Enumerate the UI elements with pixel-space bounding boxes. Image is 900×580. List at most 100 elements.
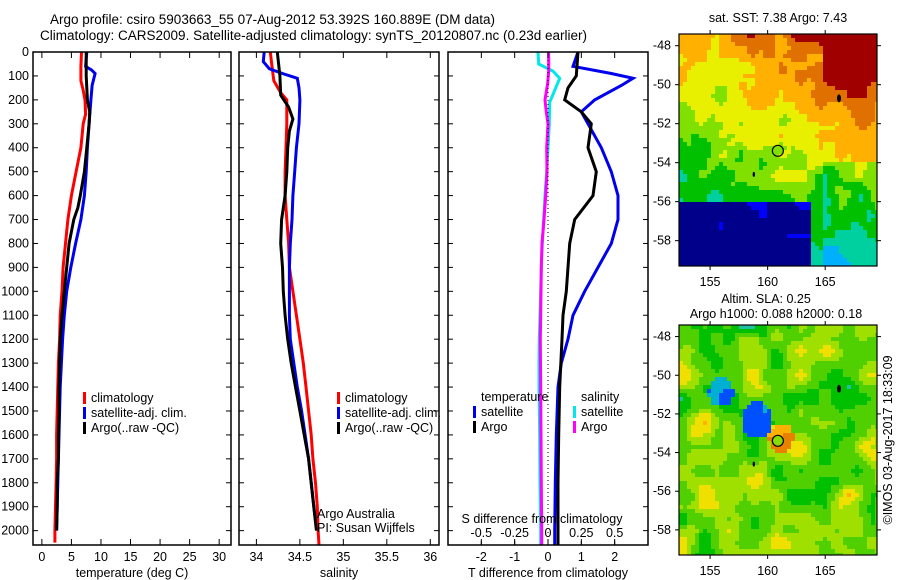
sst-map-ytick-label: -56 <box>653 195 671 209</box>
depth-tick-label: 1000 <box>1 284 29 298</box>
salinity-xtick-label: 34 <box>249 550 263 564</box>
temperature-xtick-label: 5 <box>68 550 75 564</box>
sst-map-raster <box>679 34 877 266</box>
sst-map-xtick-label: 155 <box>700 275 721 289</box>
depth-tick-label: 400 <box>8 141 29 155</box>
sst-map-xtick-label: 165 <box>815 275 836 289</box>
sla-map-subtitle: Argo h1000: 0.088 h2000: 0.18 <box>690 307 862 321</box>
salinity-xlabel: salinity <box>320 566 359 580</box>
depth-tick-label: 600 <box>8 189 29 203</box>
temperature-xtick-label: 30 <box>212 550 226 564</box>
differences-xtick-label: -1 <box>509 550 520 564</box>
depth-tick-label: 1800 <box>1 476 29 490</box>
sst-map-ytick-label: -52 <box>653 117 671 131</box>
temperature-panel <box>32 51 232 546</box>
differences-xtick-label: 2 <box>611 550 618 564</box>
temperature-xtick-label: 15 <box>124 550 138 564</box>
sla-map-frame <box>678 324 878 556</box>
depth-tick-label: 200 <box>8 93 29 107</box>
sst-map-ytick-label: -58 <box>653 234 671 248</box>
sla-map-xtick-label: 165 <box>815 564 836 578</box>
depth-tick-label: 100 <box>8 69 29 83</box>
differences-xtick-label: 0 <box>545 550 552 564</box>
island-marker <box>837 384 842 393</box>
depth-tick-label: 1200 <box>1 332 29 346</box>
diff-legend-label: satellite <box>581 405 623 419</box>
temperature-legend-swatch <box>83 392 86 404</box>
depth-tick-label: 1900 <box>1 500 29 514</box>
temperature-legend-label: climatology <box>91 391 154 405</box>
diff-legend-label: satellite <box>481 405 523 419</box>
sla-map-ytick-label: -50 <box>653 368 671 382</box>
differences-xtick-label: -2 <box>476 550 487 564</box>
depth-tick-label: 900 <box>8 260 29 274</box>
differences-xlabel: T difference from climatology <box>468 566 629 580</box>
depth-tick-label: 2000 <box>1 524 29 538</box>
sla-map-ytick-label: -54 <box>653 446 671 460</box>
salinity-xtick-label: 35.5 <box>375 550 399 564</box>
diff-legend-swatch <box>573 406 576 418</box>
salinity-xtick-label: 36 <box>423 550 437 564</box>
temperature-series-climatology <box>53 51 88 543</box>
plot-title: Argo profile: csiro 5903663_55 07-Aug-20… <box>50 12 496 27</box>
differences-panel <box>447 51 649 546</box>
salinity-legend-label: Argo(..raw -QC) <box>345 421 433 435</box>
sst-map-ytick-label: -48 <box>653 39 671 53</box>
depth-tick-label: 1400 <box>1 380 29 394</box>
island-marker <box>752 461 756 467</box>
depth-tick-label: 1600 <box>1 428 29 442</box>
argo-position-marker <box>771 434 784 447</box>
annotation-pi: PI: Susan Wijffels <box>317 521 415 535</box>
depth-tick-label: 500 <box>8 165 29 179</box>
sst-map-xtick-label: 160 <box>757 275 778 289</box>
differences-series-s-argo <box>538 52 551 545</box>
salinity-legend-swatch <box>337 392 340 404</box>
temperature-xlabel: temperature (deg C) <box>76 566 189 580</box>
sst-map-ytick-label: -54 <box>653 156 671 170</box>
differences-series-t-argo <box>556 51 598 545</box>
differences-series-t-satellite <box>553 51 637 545</box>
diff-legend-salinity-title: salinity <box>581 390 620 404</box>
sla-map-title: Altim. SLA: 0.25 <box>721 292 811 306</box>
salinity-legend-swatch <box>337 407 340 419</box>
sst-map-frame <box>678 33 878 267</box>
depth-tick-label: 1100 <box>2 308 29 322</box>
depth-tick-label: 1500 <box>1 404 29 418</box>
plot-subtitle: Climatology: CARS2009. Satellite-adjuste… <box>40 28 588 43</box>
s-tick-label: 0.25 <box>569 526 593 540</box>
differences-xtick-label: 1 <box>578 550 585 564</box>
temperature-axes-frame <box>32 51 232 546</box>
salinity-series-climatology <box>268 51 321 546</box>
diff-legend-label: Argo <box>481 420 507 434</box>
salinity-panel <box>238 51 440 546</box>
depth-tick-label: 700 <box>8 213 29 227</box>
depth-tick-label: 800 <box>8 236 29 250</box>
annotation-institution: Argo Australia <box>317 507 395 521</box>
depth-tick-label: 0 <box>22 45 29 59</box>
s-tick-label: 0.5 <box>606 526 623 540</box>
temperature-legend-label: satellite-adj. clim. <box>91 406 187 420</box>
sla-map-ytick-label: -56 <box>653 484 671 498</box>
sst-map-ytick-label: -50 <box>653 78 671 92</box>
temperature-xtick-label: 0 <box>38 550 45 564</box>
depth-tick-label: 300 <box>8 117 29 131</box>
temperature-xtick-label: 20 <box>153 550 167 564</box>
salinity-legend-label: climatology <box>345 391 408 405</box>
s-tick-label: -0.5 <box>471 526 493 540</box>
sla-map-xtick-label: 160 <box>757 564 778 578</box>
temperature-xtick-label: 25 <box>183 550 197 564</box>
credit-timestamp: ©IMOS 03-Aug-2017 18:33:09 <box>881 355 895 524</box>
argo-position-marker <box>771 144 784 157</box>
temperature-xtick-label: 10 <box>94 550 108 564</box>
temperature-legend-swatch <box>83 422 86 434</box>
depth-tick-label: 1700 <box>1 452 29 466</box>
salinity-legend-label: satellite-adj. clim. <box>345 406 441 420</box>
sla-map-xtick-label: 155 <box>700 564 721 578</box>
s-axis-label: S difference from climatology <box>462 512 624 526</box>
temperature-legend-label: Argo(..raw -QC) <box>91 421 179 435</box>
diff-legend-label: Argo <box>581 420 607 434</box>
diff-legend-swatch <box>573 421 576 433</box>
sst-map-title: sat. SST: 7.38 Argo: 7.43 <box>709 11 847 25</box>
salinity-axes-frame <box>238 51 440 546</box>
